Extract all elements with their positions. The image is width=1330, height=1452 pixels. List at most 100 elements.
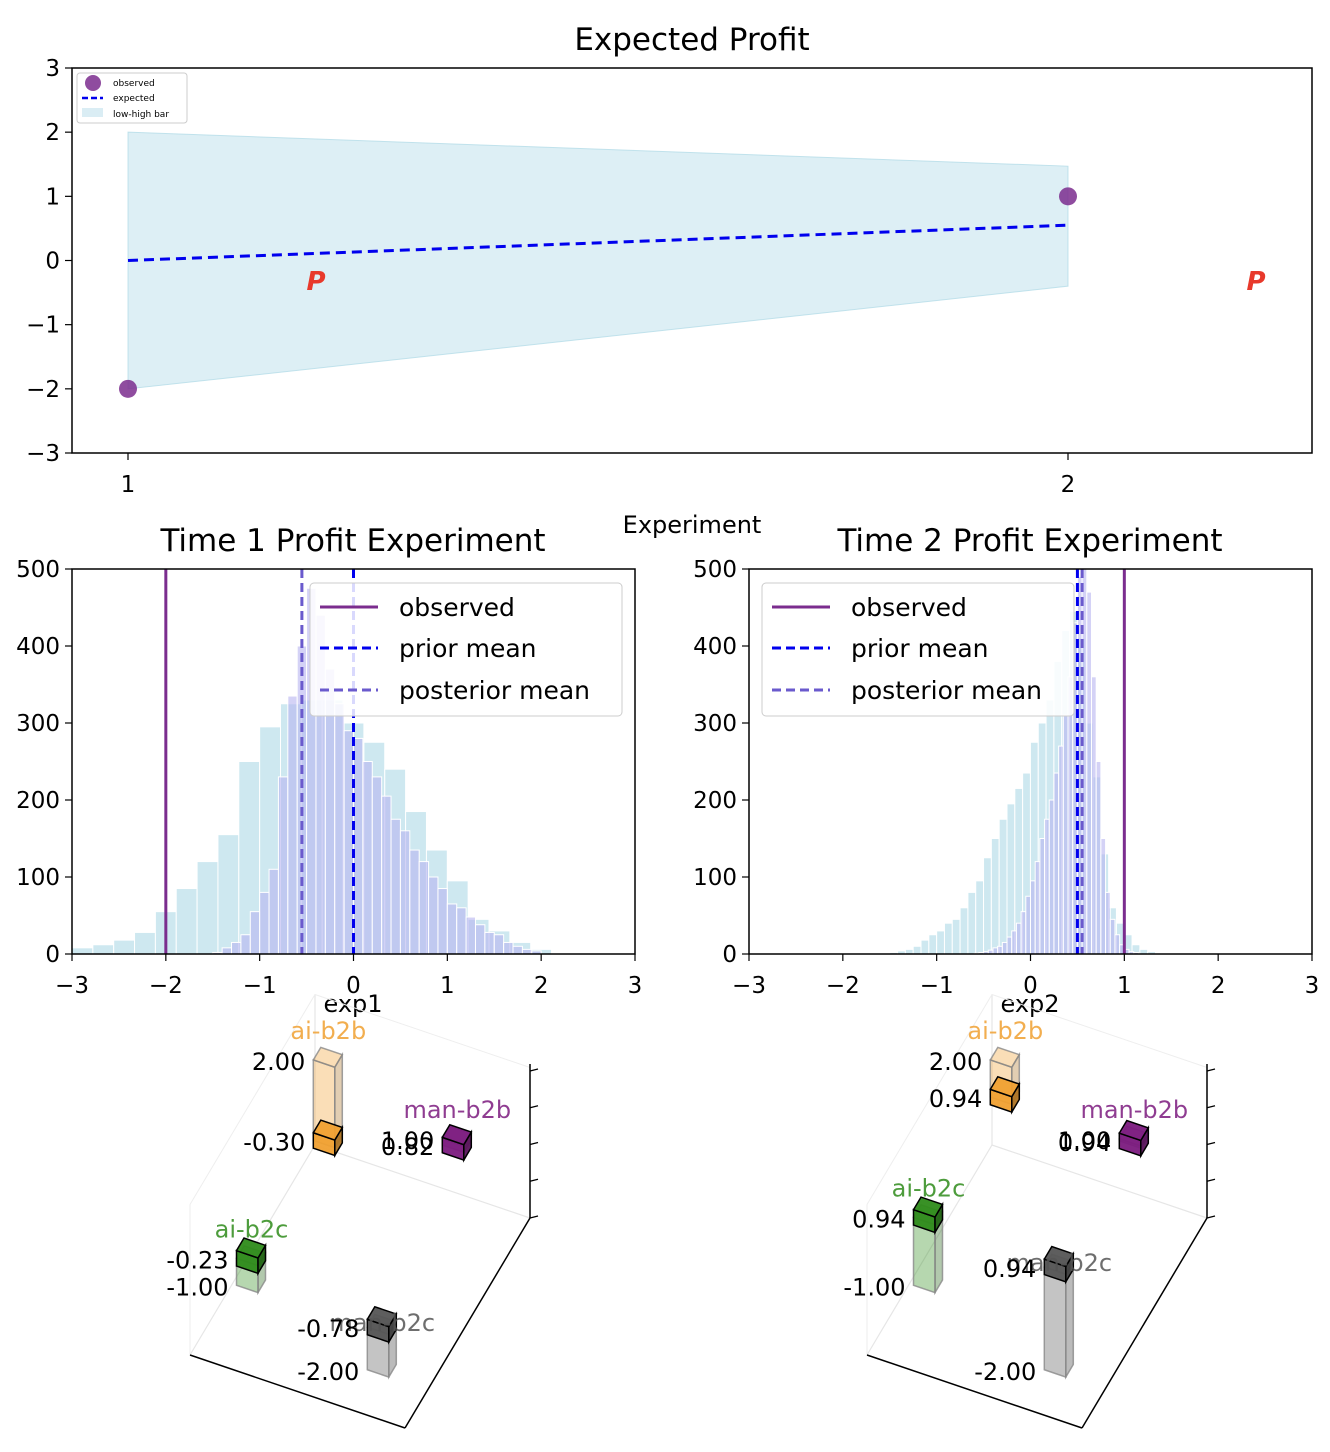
- posterior-hist-bar: [287, 695, 298, 954]
- man-b2b-posterior-value: 0.82: [381, 1133, 434, 1161]
- observed-point: [119, 379, 137, 398]
- ai-b2c-prior-bar: [912, 1203, 944, 1296]
- legend-observed-marker: [85, 75, 101, 91]
- x-tick-label: 2: [534, 973, 549, 999]
- posterior-hist-bar: [1105, 891, 1111, 954]
- ai-b2b-prior-value: 2.00: [929, 1048, 982, 1076]
- posterior-hist-bar: [1006, 936, 1013, 954]
- x-tick-label: −2: [149, 973, 183, 999]
- posterior-hist-bar: [512, 945, 523, 954]
- y-axis-3d: [404, 1217, 531, 1429]
- x-axis-3d: [866, 1354, 1083, 1429]
- posterior-hist-bar: [1058, 745, 1064, 954]
- posterior-hist-bar: [446, 903, 458, 954]
- posterior-hist-bar: [456, 907, 467, 954]
- man-b2c-prior-value: -2.00: [974, 1358, 1036, 1386]
- prior-hist-bar: [928, 934, 938, 954]
- expected-line: [127, 223, 1069, 262]
- x-tick-label: −3: [732, 973, 766, 999]
- posterior-hist-bar: [1067, 676, 1074, 954]
- ai-b2c-posterior-bar: [235, 1237, 267, 1277]
- y-tick-label: 0: [45, 942, 60, 968]
- prior-hist-bar: [72, 947, 94, 954]
- posterior-hist-bar: [1030, 880, 1036, 954]
- posterior-hist-bar: [362, 761, 373, 954]
- time1-legend-prior: prior mean: [399, 634, 537, 663]
- posterior-hist-bar: [399, 830, 411, 954]
- y-tick-label: 200: [693, 788, 737, 814]
- x-axis-3d: [189, 1354, 406, 1429]
- man-b2b-label: man-b2b: [403, 1096, 511, 1124]
- experiment-axis-label: Experiment: [623, 511, 762, 539]
- x-tick-label: 0: [1023, 973, 1038, 999]
- time1-title: Time 1 Profit Experiment: [159, 523, 545, 559]
- y-tick-label: 200: [16, 788, 60, 814]
- posterior-hist-bar: [268, 868, 279, 954]
- ai-b2b-posterior-bar: [312, 1119, 344, 1159]
- man-b2c-label: man-b2c: [329, 1309, 435, 1337]
- man-b2b-posterior-bar: [1118, 1119, 1150, 1159]
- expected-profit-legend: observed expected low-high bar: [76, 72, 188, 124]
- prior-hist-bar: [943, 922, 953, 954]
- man-b2c-label: man-b2c: [1006, 1249, 1112, 1277]
- ai-b2c-label: ai-b2c: [892, 1174, 966, 1202]
- ai-b2c-prior-value: -1.00: [843, 1273, 905, 1301]
- y-tick-label: 400: [16, 634, 60, 660]
- posterior-hist-bar: [1086, 591, 1092, 954]
- time1-legend-posterior: posterior mean: [399, 676, 590, 705]
- x-tick-label: −1: [920, 973, 954, 999]
- time2-legend-prior: prior mean: [851, 634, 989, 663]
- man-b2c-posterior-bar: [366, 1305, 398, 1345]
- x-tick-label: 1: [440, 973, 455, 999]
- y-tick-label: −1: [26, 313, 60, 339]
- y-tick-label: −3: [26, 441, 60, 467]
- prior-hist-bar: [983, 857, 992, 954]
- x-tick-label: 2: [1061, 472, 1076, 498]
- y-tick-label: 500: [16, 557, 60, 583]
- posterior-hist-bar: [1001, 941, 1008, 954]
- ai-b2c-prior-value: -1.00: [166, 1273, 228, 1301]
- y-tick-label: 2: [45, 120, 60, 146]
- time1-legend: observed prior mean posterior mean: [309, 582, 623, 717]
- y-tick-label: 300: [693, 711, 737, 737]
- y-tick-label: 500: [693, 557, 737, 583]
- p-annotation: P: [306, 267, 325, 297]
- ai-b2c-posterior-value: 0.94: [852, 1205, 905, 1233]
- low-high-band: [127, 131, 1069, 390]
- posterior-hist-bar: [259, 891, 270, 954]
- posterior-hist-bar: [1133, 951, 1139, 954]
- legend-expected-label: expected: [113, 94, 155, 104]
- x-tick-label: 1: [1117, 973, 1132, 999]
- x-tick-label: 3: [628, 973, 643, 999]
- y-tick-label: 100: [16, 865, 60, 891]
- legend-band-marker: [82, 108, 103, 117]
- exp1-axis-label: exp1: [323, 990, 382, 1018]
- posterior-hist-bar: [1100, 838, 1107, 954]
- prior-hist-bar: [975, 880, 985, 954]
- posterior-hist-bar: [1020, 911, 1027, 954]
- posterior-hist-bar: [1090, 676, 1097, 954]
- posterior-hist-bar: [1095, 761, 1102, 954]
- prior-hist-bar: [998, 818, 1008, 954]
- y-tick-label: 0: [45, 249, 60, 275]
- posterior-hist-bar: [437, 888, 448, 954]
- x-tick-label: 2: [1211, 973, 1226, 999]
- posterior-hist-bar: [334, 703, 345, 954]
- p-annotation: P: [1246, 267, 1265, 297]
- ai-b2c-posterior-bar: [912, 1196, 944, 1236]
- y-tick-label: 0: [722, 942, 737, 968]
- posterior-hist-bar: [484, 931, 495, 954]
- posterior-hist-bar: [249, 911, 261, 954]
- x-tick-label: 3: [1305, 973, 1320, 999]
- ai-b2b-prior-value: 2.00: [252, 1048, 305, 1076]
- man-b2b-label: man-b2b: [1080, 1096, 1188, 1124]
- prior-hist-bar: [990, 838, 1000, 954]
- prior-hist-bar: [936, 930, 945, 954]
- prior-hist-bar: [967, 891, 977, 954]
- posterior-hist-bar: [1048, 799, 1055, 954]
- prior-hist-bar: [1147, 951, 1157, 954]
- prior-hist-bar: [113, 939, 136, 954]
- expected-profit-title: Expected Profit: [574, 22, 809, 58]
- posterior-hist-bar: [428, 876, 439, 954]
